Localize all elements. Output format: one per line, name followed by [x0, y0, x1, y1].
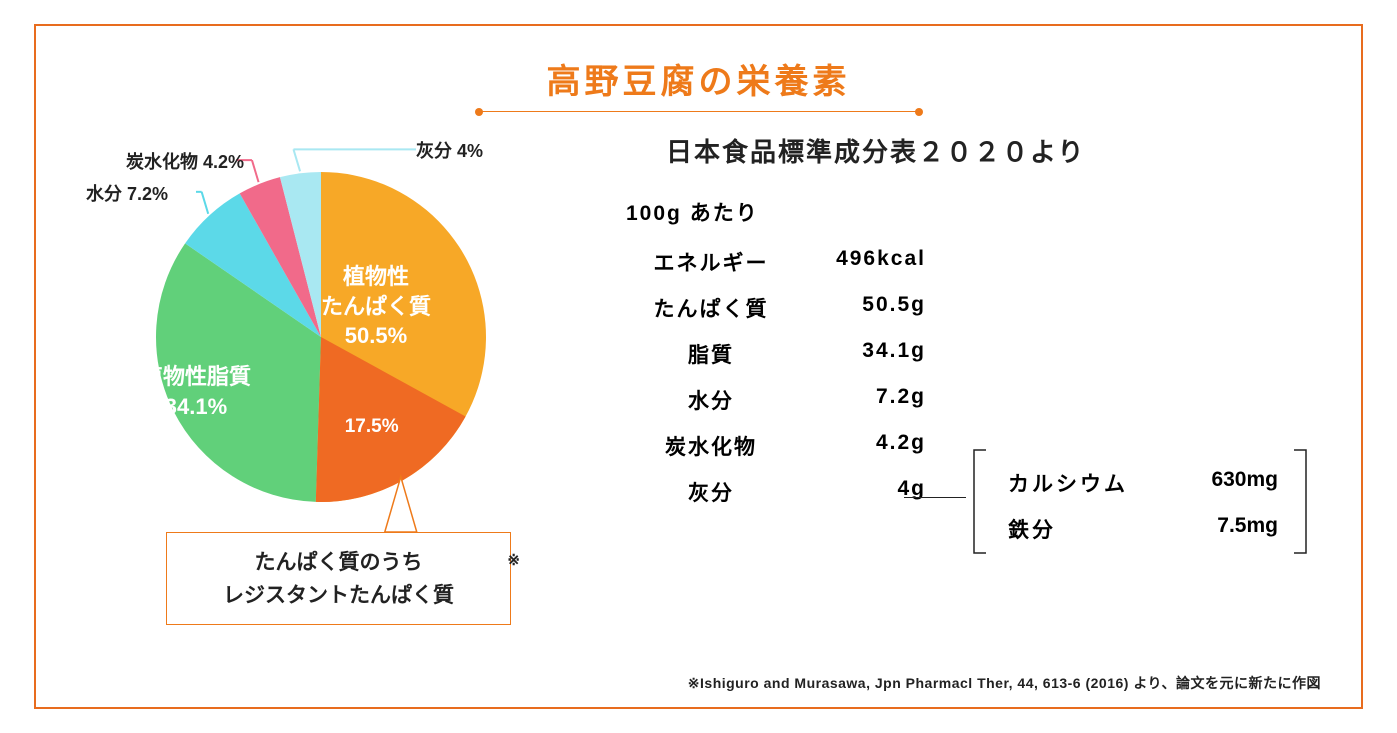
nutrition-value: 4.2g	[796, 431, 926, 461]
bracket-leader-line	[904, 497, 966, 498]
title-divider	[479, 111, 919, 112]
mineral-bracket: カルシウム630mg鉄分7.5mg	[966, 444, 1316, 559]
callout-footnote-mark: ※	[507, 549, 520, 572]
nutrition-label: エネルギー	[626, 247, 796, 277]
nutrition-label: たんぱく質	[626, 293, 796, 323]
mineral-row: 鉄分7.5mg	[1008, 514, 1288, 544]
page-title: 高野豆腐の栄養素	[76, 54, 1321, 103]
pie-panel: 水分 7.2% 炭水化物 4.2% 灰分 4% 植物性たんぱく質50.5% 植物性脂質…	[76, 132, 596, 672]
pie-label-resistant: 17.5%	[345, 414, 399, 440]
nutrition-panel: 日本食品標準成分表２０２０より 100g あたり エネルギー496kcalたんぱ…	[596, 132, 1321, 672]
nutrition-value: 34.1g	[796, 339, 926, 369]
nutrition-value: 50.5g	[796, 293, 926, 323]
pie-label-moisture: 水分 7.2%	[86, 180, 168, 206]
data-source: 日本食品標準成分表２０２０より	[666, 132, 1321, 169]
mineral-label: 鉄分	[1008, 514, 1168, 544]
callout-box: たんぱく質のうち レジスタントたんぱく質 ※	[166, 532, 511, 625]
infographic-frame: 高野豆腐の栄養素 水分 7.2% 炭水化物 4.2% 灰分 4% 植物性たんぱく質5…	[34, 24, 1363, 709]
mineral-row: カルシウム630mg	[1008, 468, 1288, 498]
pie-label-fat: 植物性脂質34.1%	[141, 362, 251, 421]
mineral-value: 7.5mg	[1168, 514, 1278, 544]
pie-label-protein: 植物性たんぱく質50.5%	[321, 262, 431, 351]
pie-label-ash: 灰分 4%	[416, 137, 483, 163]
nutrition-row: 水分7.2g	[626, 385, 1321, 415]
nutrition-row: エネルギー496kcal	[626, 247, 1321, 277]
footnote: ※Ishiguro and Murasawa, Jpn Pharmacl The…	[688, 673, 1321, 693]
per-amount: 100g あたり	[626, 197, 1321, 227]
nutrition-value: 496kcal	[796, 247, 926, 277]
nutrition-label: 水分	[626, 385, 796, 415]
mineral-label: カルシウム	[1008, 468, 1168, 498]
mineral-value: 630mg	[1168, 468, 1278, 498]
nutrition-label: 脂質	[626, 339, 796, 369]
nutrition-row: たんぱく質50.5g	[626, 293, 1321, 323]
callout-line2: レジスタントたんぱく質	[223, 584, 454, 607]
callout-line1: たんぱく質のうち	[255, 551, 423, 574]
nutrition-label: 炭水化物	[626, 431, 796, 461]
pie-label-carb: 炭水化物 4.2%	[126, 148, 244, 174]
nutrition-value: 7.2g	[796, 385, 926, 415]
nutrition-label: 灰分	[626, 477, 796, 507]
nutrition-value: 4g	[796, 477, 926, 507]
content-row: 水分 7.2% 炭水化物 4.2% 灰分 4% 植物性たんぱく質50.5% 植物性脂質…	[76, 132, 1321, 672]
nutrition-row: 脂質34.1g	[626, 339, 1321, 369]
